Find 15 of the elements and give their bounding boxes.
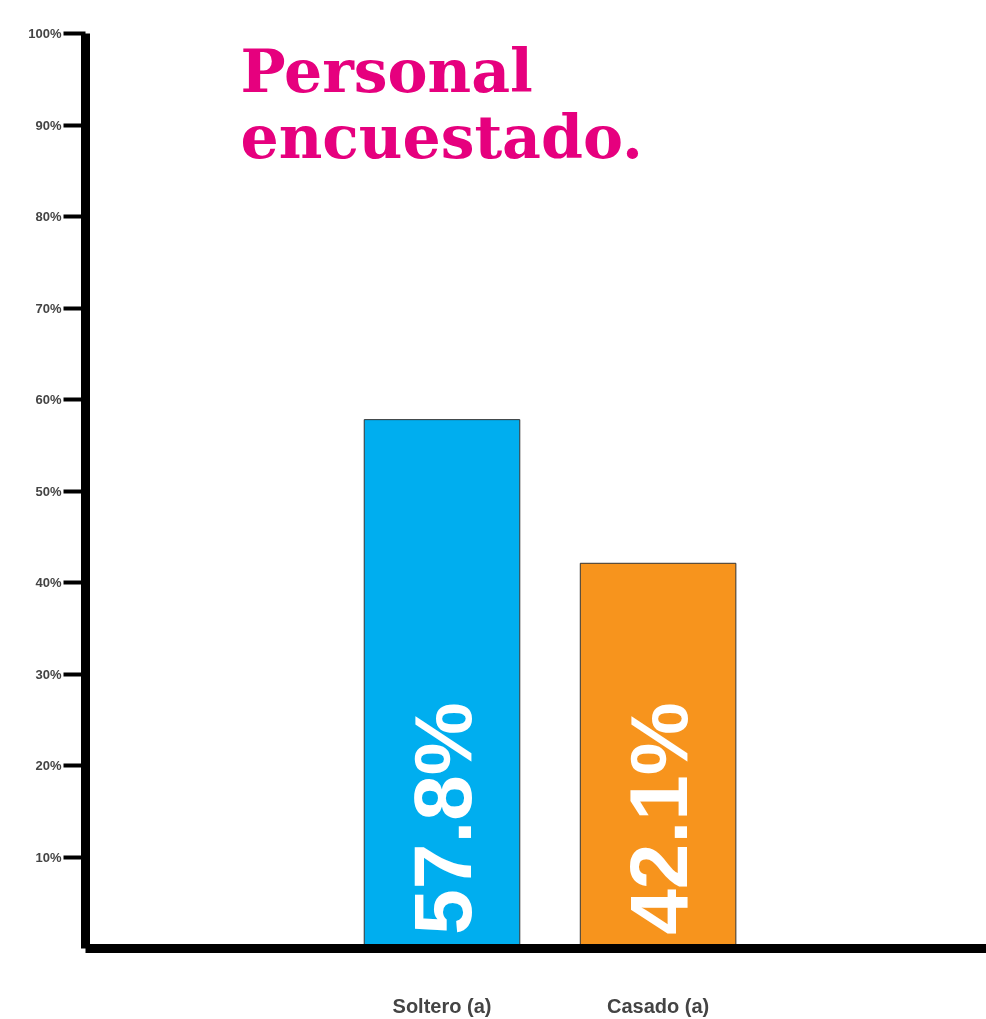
y-tick-label: 90%	[35, 117, 62, 133]
x-tick-label: Casado (a)	[606, 994, 710, 1017]
y-tick-label: 20%	[35, 758, 62, 773]
y-tick-label: 70%	[35, 300, 62, 316]
y-tick-label: 60%	[35, 392, 62, 407]
y-tick-label: 30%	[35, 666, 62, 682]
text: Personal encuestado.	[240, 35, 643, 172]
x-tick-label: Soltero (a)	[392, 994, 492, 1017]
data-label: 57.8%	[396, 702, 488, 935]
y-tick-label: 80%	[35, 209, 62, 224]
y-tick-label: 100%	[28, 26, 62, 41]
y-tick-label: 50%	[35, 483, 62, 499]
y-tick-label: 10%	[35, 849, 62, 865]
y-tick-label: 40%	[35, 575, 62, 590]
data-label: 42.1%	[612, 702, 704, 935]
